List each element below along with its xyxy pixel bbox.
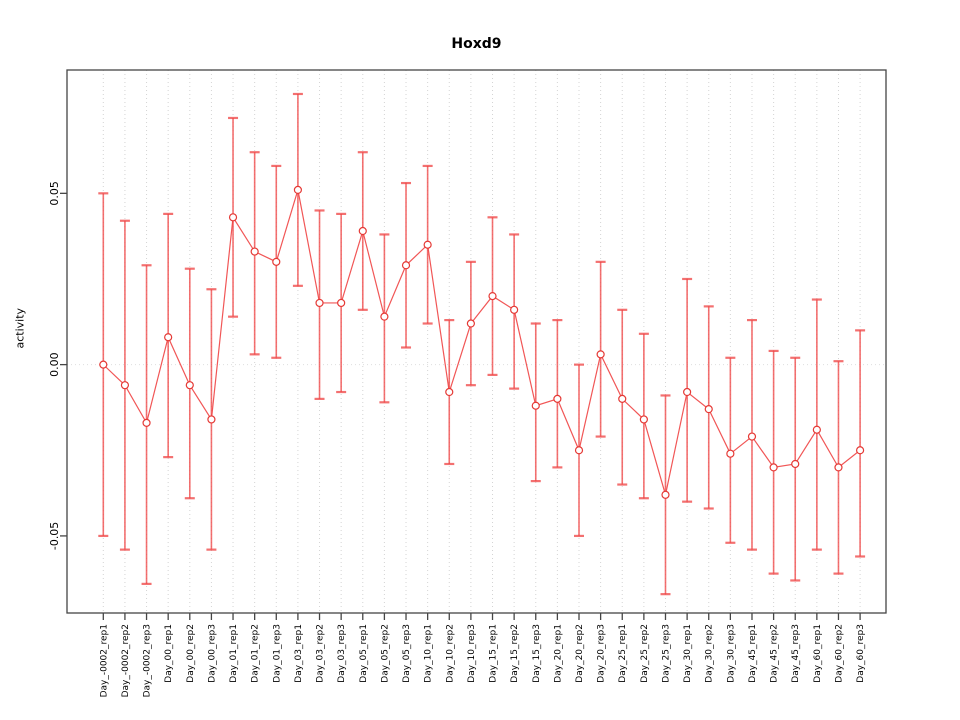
x-axis-tick-label: Day_05_rep2 bbox=[380, 624, 390, 683]
error-bar bbox=[768, 349, 779, 575]
x-axis-tick-label: Day_60_rep1 bbox=[813, 624, 823, 683]
data-point bbox=[855, 446, 865, 455]
x-axis-tick-label: Day_20_rep3 bbox=[597, 624, 607, 683]
data-point bbox=[99, 360, 108, 369]
x-axis-tick-label: Day_20_rep2 bbox=[575, 624, 585, 683]
x-axis-tick-label: Day_-0002_rep2 bbox=[121, 624, 131, 697]
x-axis-tick-label: Day_05_rep3 bbox=[402, 624, 412, 683]
x-axis-tick-label: Day_01_rep1 bbox=[229, 624, 239, 683]
data-point bbox=[120, 381, 130, 390]
x-axis-tick-label: Day_00_rep2 bbox=[186, 624, 196, 683]
x-axis-tick-label: Day_00_rep3 bbox=[207, 624, 217, 683]
data-point bbox=[791, 459, 800, 469]
x-axis-tick-label: Day_03_rep3 bbox=[337, 624, 347, 683]
x-axis-tick-label: Day_45_rep1 bbox=[748, 624, 758, 683]
data-point bbox=[250, 247, 259, 256]
x-axis-tick-label: Day_60_rep3 bbox=[856, 624, 866, 683]
data-point bbox=[726, 449, 735, 458]
data-point bbox=[510, 305, 519, 314]
x-axis-tick-label: Day_45_rep3 bbox=[791, 624, 801, 683]
chart-title: Hoxd9 bbox=[451, 36, 502, 52]
x-axis-tick-label: Day_01_rep2 bbox=[251, 624, 261, 683]
y-axis-tick-label: -0.05 bbox=[48, 522, 61, 550]
data-point bbox=[683, 387, 692, 397]
x-axis-tick-label: Day_-0002_rep3 bbox=[143, 624, 153, 697]
data-point bbox=[747, 432, 757, 441]
x-axis-tick-label: Day_30_rep3 bbox=[726, 624, 736, 683]
x-axis-tick-label: Day_05_rep1 bbox=[359, 624, 369, 683]
x-axis-tick-label: Day_20_rep1 bbox=[553, 624, 563, 683]
data-point bbox=[466, 319, 475, 328]
x-axis-tick-label: Day_15_rep1 bbox=[489, 624, 499, 683]
data-point bbox=[380, 312, 389, 321]
x-axis-tick-label: Day_01_rep3 bbox=[272, 624, 282, 683]
x-axis-tick-label: Day_10_rep3 bbox=[467, 624, 477, 683]
error-bar bbox=[595, 260, 606, 438]
x-axis-tick-label: Day_15_rep2 bbox=[510, 624, 520, 683]
x-axis-tick-label: Day_03_rep1 bbox=[294, 624, 304, 683]
data-point bbox=[812, 425, 821, 434]
data-point bbox=[445, 387, 454, 397]
data-point bbox=[704, 405, 713, 414]
error-bar bbox=[811, 298, 822, 551]
x-axis-tick-label: Day_60_rep2 bbox=[834, 624, 844, 683]
data-point bbox=[661, 490, 670, 499]
x-axis-tick-label: Day_30_rep2 bbox=[705, 624, 715, 683]
data-point bbox=[834, 463, 843, 472]
plot-border bbox=[66, 69, 887, 614]
x-axis-tick-label: Day_25_rep1 bbox=[618, 624, 628, 683]
x-axis-tick-label: Day_00_rep1 bbox=[164, 624, 174, 683]
data-point bbox=[358, 226, 367, 236]
error-bar bbox=[855, 329, 866, 558]
x-axis-tick-label: Day_25_rep2 bbox=[640, 624, 650, 683]
data-point bbox=[574, 446, 584, 455]
data-point bbox=[228, 213, 238, 222]
x-axis-tick-label: Day_10_rep1 bbox=[424, 624, 434, 683]
data-point bbox=[531, 401, 540, 410]
x-axis-tick-label: Day_-0002_rep1 bbox=[99, 624, 109, 697]
y-axis-tick-label: 0.00 bbox=[48, 352, 61, 377]
error-bar bbox=[552, 318, 563, 469]
x-axis-tick-label: Day_45_rep2 bbox=[770, 624, 780, 683]
error-bar bbox=[790, 356, 801, 582]
x-axis-tick-label: Day_30_rep1 bbox=[683, 624, 693, 683]
data-point bbox=[639, 415, 648, 424]
series-line bbox=[102, 189, 861, 495]
data-point bbox=[207, 415, 216, 424]
data-point bbox=[553, 394, 562, 403]
data-point bbox=[272, 257, 281, 266]
data-point bbox=[164, 333, 173, 342]
data-point bbox=[293, 185, 303, 195]
x-axis-tick-label: Day_03_rep2 bbox=[316, 624, 326, 683]
data-point bbox=[185, 381, 194, 390]
data-point bbox=[423, 240, 432, 249]
data-point bbox=[337, 298, 346, 308]
data-point bbox=[142, 418, 151, 427]
data-point bbox=[401, 261, 411, 270]
data-point bbox=[769, 463, 778, 472]
data-point bbox=[315, 298, 324, 308]
data-point bbox=[488, 292, 497, 301]
data-point bbox=[596, 350, 605, 359]
x-axis-tick-label: Day_15_rep3 bbox=[532, 624, 542, 683]
x-axis-tick-label: Day_10_rep2 bbox=[445, 624, 455, 683]
x-axis-tick-label: Day_25_rep3 bbox=[661, 624, 671, 683]
data-point bbox=[618, 394, 627, 403]
y-axis-tick-label: 0.05 bbox=[48, 181, 61, 206]
